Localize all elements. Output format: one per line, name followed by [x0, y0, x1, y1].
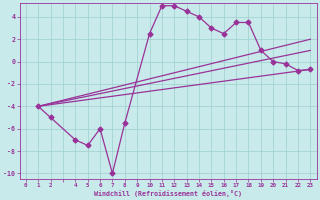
X-axis label: Windchill (Refroidissement éolien,°C): Windchill (Refroidissement éolien,°C)	[94, 190, 242, 197]
